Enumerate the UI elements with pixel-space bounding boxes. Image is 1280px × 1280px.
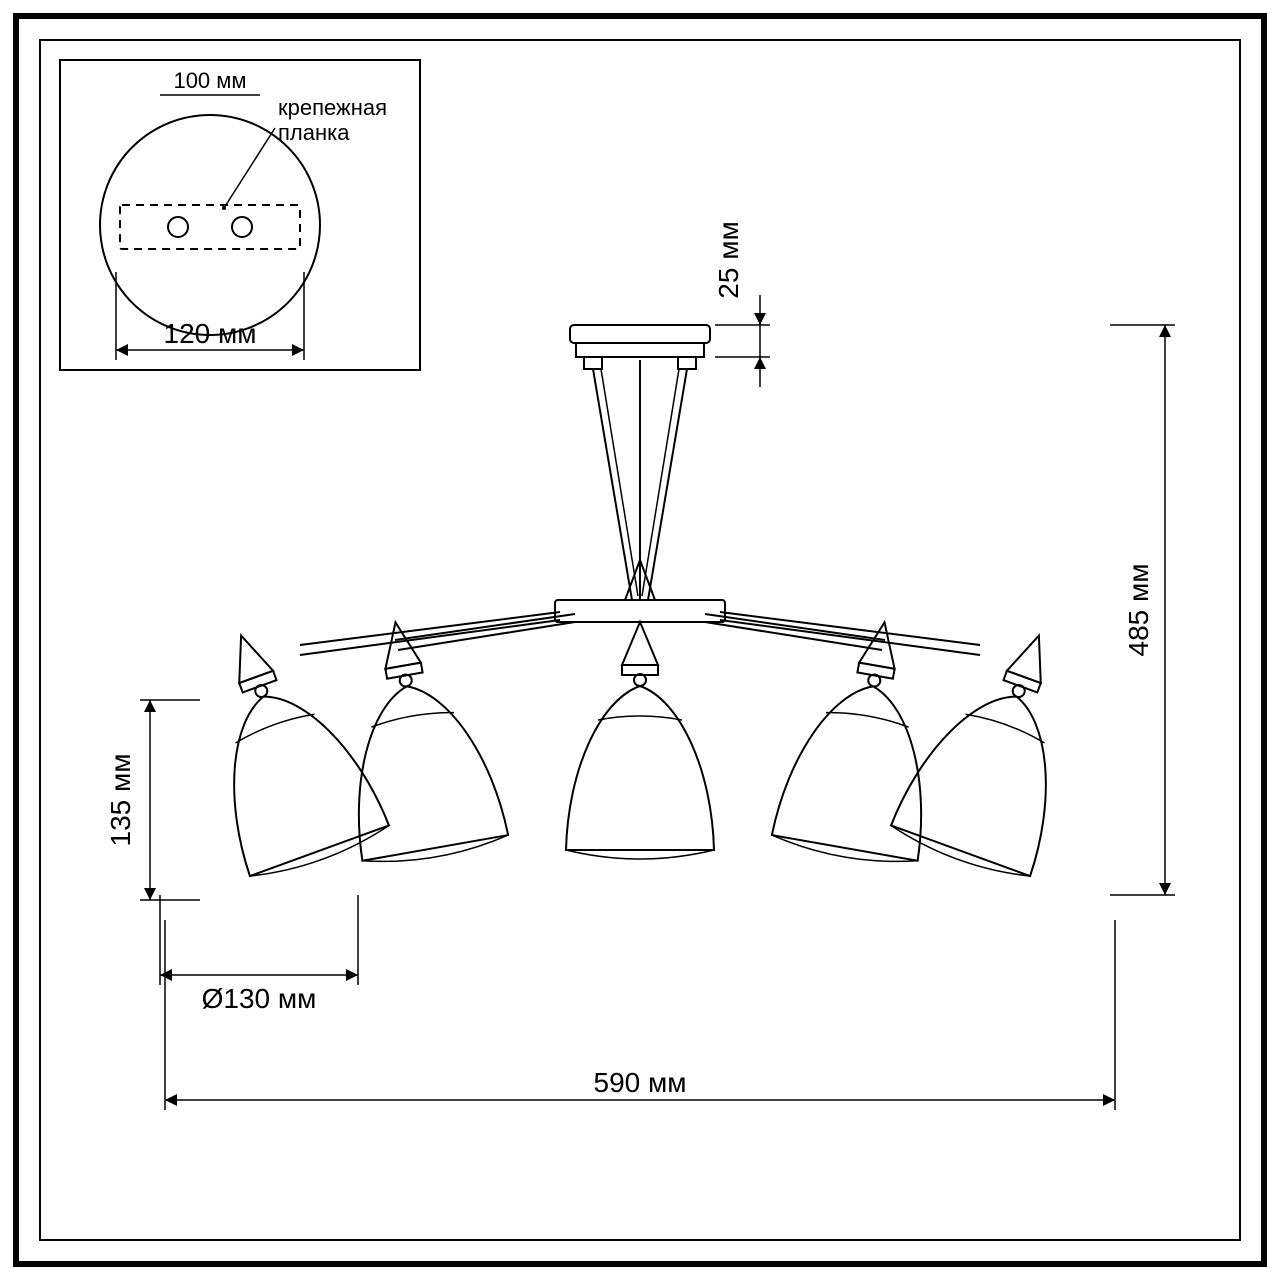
total-width-label: 590 мм xyxy=(594,1067,687,1098)
canopy-height-label: 25 мм xyxy=(713,221,744,298)
arrow-l xyxy=(116,344,128,356)
shade-right-far xyxy=(888,610,1108,884)
mount-circle xyxy=(100,115,320,335)
shade-diameter-label: Ø130 мм xyxy=(202,983,317,1014)
leader-line xyxy=(224,128,275,208)
bracket-hole-left xyxy=(168,217,188,237)
inset-panel: 100 мм крепежная планка 120 мм xyxy=(60,60,420,370)
diameter-120-label: 120 мм xyxy=(164,318,257,349)
technical-drawing: 100 мм крепежная планка 120 мм xyxy=(0,0,1280,1280)
bracket-rect xyxy=(120,205,300,249)
bracket-note-2: планка xyxy=(278,120,350,145)
dim-shade-diameter: Ø130 мм xyxy=(160,895,358,1014)
shade-left-far xyxy=(172,610,392,884)
dim-canopy-height: 25 мм xyxy=(713,221,770,387)
dim-total-width: 590 мм xyxy=(165,920,1115,1110)
shade-height-label: 135 мм xyxy=(105,754,136,847)
bracket-hole-right xyxy=(232,217,252,237)
shade-center xyxy=(566,622,714,859)
arrow-r xyxy=(292,344,304,356)
total-height-label: 485 мм xyxy=(1123,564,1154,657)
dim-shade-height: 135 мм xyxy=(105,700,200,900)
chandelier xyxy=(172,325,1109,885)
bracket-dim-label: 100 мм xyxy=(173,68,246,93)
dim-total-height: 485 мм xyxy=(1110,325,1175,895)
inner-border xyxy=(40,40,1240,1240)
bracket-note-1: крепежная xyxy=(278,95,387,120)
